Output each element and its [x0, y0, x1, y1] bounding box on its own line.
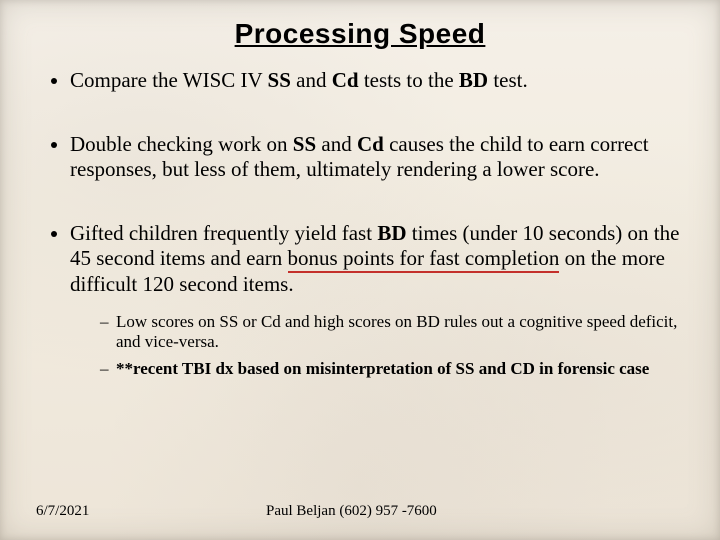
bold-cd: Cd [332, 68, 359, 92]
footer-author: Paul Beljan (602) 957 -7600 [266, 503, 684, 520]
bold-ss: SS [268, 68, 291, 92]
text: Compare the WISC IV [70, 68, 268, 92]
text: and [291, 68, 332, 92]
sub-bullet-2: **recent TBI dx based on misinterpretati… [100, 359, 684, 380]
text: test. [488, 68, 528, 92]
sub-bullet-1: Low scores on SS or Cd and high scores o… [100, 312, 684, 353]
text: Double checking work on [70, 132, 293, 156]
bold-ss: SS [293, 132, 316, 156]
main-bullet-list: Compare the WISC IV SS and Cd tests to t… [36, 68, 684, 380]
text: and [316, 132, 357, 156]
bold-cd: Cd [357, 132, 384, 156]
text: tests to the [359, 68, 459, 92]
footer-date: 6/7/2021 [36, 503, 266, 520]
bullet-item-3: Gifted children frequently yield fast BD… [70, 221, 684, 380]
underlined-phrase: bonus points for fast completion [288, 246, 560, 273]
bold-bd: BD [459, 68, 488, 92]
sub-bullet-list: Low scores on SS or Cd and high scores o… [70, 312, 684, 380]
sub-bullet-2-text: **recent TBI dx based on misinterpretati… [116, 359, 649, 378]
text: Gifted children frequently yield fast [70, 221, 377, 245]
bullet-item-2: Double checking work on SS and Cd causes… [70, 132, 684, 183]
bullet-item-1: Compare the WISC IV SS and Cd tests to t… [70, 68, 684, 94]
slide-footer: 6/7/2021 Paul Beljan (602) 957 -7600 [0, 503, 720, 520]
page-title: Processing Speed [36, 18, 684, 50]
bold-bd: BD [377, 221, 406, 245]
